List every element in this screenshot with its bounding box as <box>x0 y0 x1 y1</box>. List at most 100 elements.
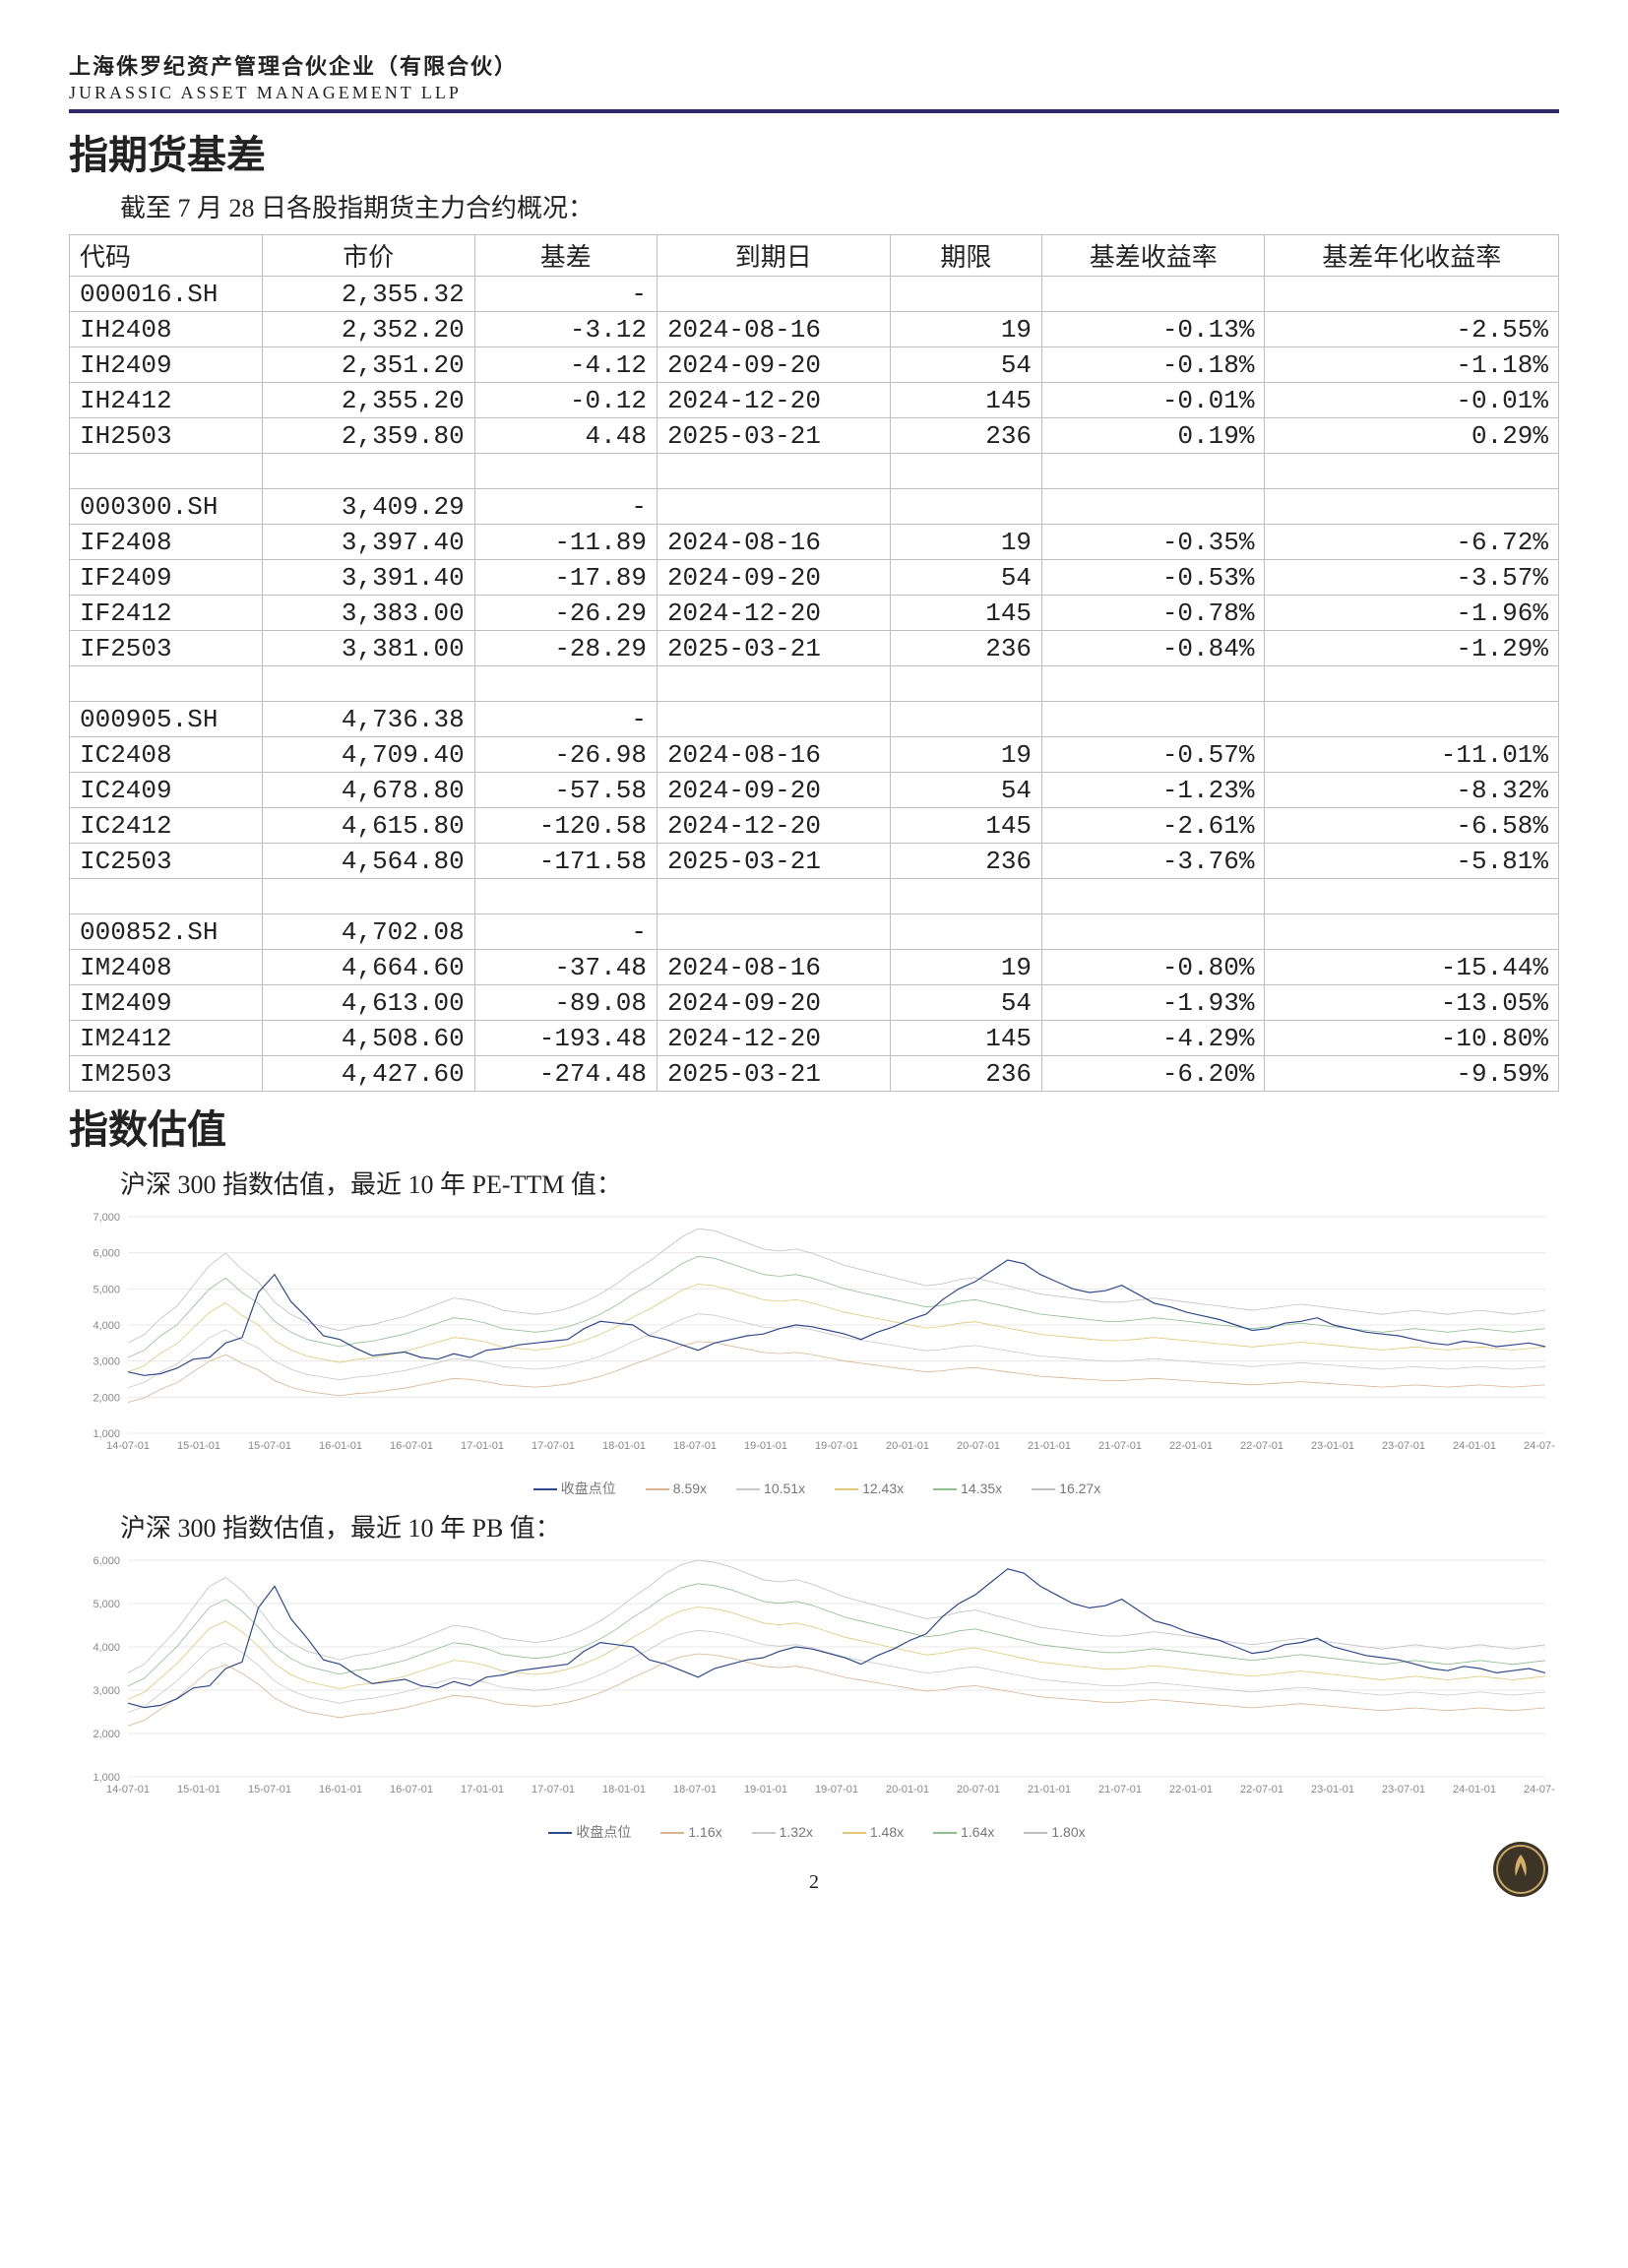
table-cell: 2024-08-16 <box>657 950 890 985</box>
chart1-svg: 1,0002,0003,0004,0005,0006,0007,00014-07… <box>69 1207 1555 1473</box>
svg-text:21-07-01: 21-07-01 <box>1098 1784 1142 1796</box>
table-cell: 2024-09-20 <box>657 347 890 383</box>
chart1-container: 1,0002,0003,0004,0005,0006,0007,00014-07… <box>69 1207 1555 1498</box>
page-footer: 2 <box>69 1871 1559 1894</box>
svg-text:15-01-01: 15-01-01 <box>177 1440 220 1452</box>
table-cell: IF2408 <box>70 525 263 560</box>
table-cell: -17.89 <box>474 560 657 596</box>
table-cell: -0.12 <box>474 383 657 418</box>
svg-text:20-01-01: 20-01-01 <box>886 1440 929 1452</box>
table-header-cell: 期限 <box>890 235 1041 277</box>
table-cell: 4,736.38 <box>262 702 474 737</box>
table-cell: 4,427.60 <box>262 1056 474 1092</box>
table-cell: -171.58 <box>474 844 657 879</box>
svg-text:20-07-01: 20-07-01 <box>957 1784 1000 1796</box>
chart2-intro: 沪深 300 指数估值，最近 10 年 PB 值： <box>120 1508 1559 1544</box>
table-header-cell: 基差年化收益率 <box>1265 235 1559 277</box>
svg-text:22-07-01: 22-07-01 <box>1240 1440 1284 1452</box>
table-cell <box>1265 914 1559 950</box>
footer-logo-icon <box>1492 1841 1549 1904</box>
table-cell: 54 <box>890 347 1041 383</box>
table-cell: 4,709.40 <box>262 737 474 773</box>
svg-text:20-07-01: 20-07-01 <box>957 1440 1000 1452</box>
table-cell: 4,664.60 <box>262 950 474 985</box>
table-row: IC24124,615.80-120.582024-12-20145-2.61%… <box>70 808 1559 844</box>
table-cell: 2,351.20 <box>262 347 474 383</box>
table-cell: 000300.SH <box>70 489 263 525</box>
table-cell <box>890 702 1041 737</box>
table-cell: 2024-08-16 <box>657 525 890 560</box>
table-cell <box>1042 489 1265 525</box>
svg-text:23-01-01: 23-01-01 <box>1311 1784 1354 1796</box>
table-cell: 2,355.20 <box>262 383 474 418</box>
table-cell: -2.55% <box>1265 312 1559 347</box>
svg-text:18-01-01: 18-01-01 <box>602 1784 646 1796</box>
table-cell <box>890 914 1041 950</box>
svg-text:6,000: 6,000 <box>93 1555 120 1567</box>
svg-text:24-07-01: 24-07-01 <box>1524 1440 1555 1452</box>
table-cell: 0.29% <box>1265 418 1559 454</box>
table-cell: -3.12 <box>474 312 657 347</box>
table-cell: -89.08 <box>474 985 657 1021</box>
table-cell: -28.29 <box>474 631 657 666</box>
table-row: IH24122,355.20-0.122024-12-20145-0.01%-0… <box>70 383 1559 418</box>
svg-text:17-07-01: 17-07-01 <box>532 1784 575 1796</box>
table-row: IC24084,709.40-26.982024-08-1619-0.57%-1… <box>70 737 1559 773</box>
svg-text:6,000: 6,000 <box>93 1248 120 1260</box>
table-cell <box>657 489 890 525</box>
table-cell: -13.05% <box>1265 985 1559 1021</box>
table-row: 000905.SH4,736.38- <box>70 702 1559 737</box>
table-row: IC24094,678.80-57.582024-09-2054-1.23%-8… <box>70 773 1559 808</box>
table-cell: -9.59% <box>1265 1056 1559 1092</box>
table-cell: -274.48 <box>474 1056 657 1092</box>
svg-text:18-07-01: 18-07-01 <box>673 1784 717 1796</box>
table-cell: IM2409 <box>70 985 263 1021</box>
table-cell: -8.32% <box>1265 773 1559 808</box>
table-cell: IC2408 <box>70 737 263 773</box>
svg-text:23-07-01: 23-07-01 <box>1382 1440 1425 1452</box>
svg-text:3,000: 3,000 <box>93 1356 120 1368</box>
table-row <box>70 879 1559 914</box>
table-row: IF24093,391.40-17.892024-09-2054-0.53%-3… <box>70 560 1559 596</box>
table-row: IF24123,383.00-26.292024-12-20145-0.78%-… <box>70 596 1559 631</box>
table-cell: 4,678.80 <box>262 773 474 808</box>
table-cell: 000852.SH <box>70 914 263 950</box>
table-row: IM24094,613.00-89.082024-09-2054-1.93%-1… <box>70 985 1559 1021</box>
svg-text:18-01-01: 18-01-01 <box>602 1440 646 1452</box>
table-cell: 19 <box>890 525 1041 560</box>
section2-title: 指数估值 <box>69 1098 1559 1155</box>
svg-text:1,000: 1,000 <box>93 1772 120 1784</box>
table-row: IH24082,352.20-3.122024-08-1619-0.13%-2.… <box>70 312 1559 347</box>
table-cell: -11.01% <box>1265 737 1559 773</box>
svg-text:15-01-01: 15-01-01 <box>177 1784 220 1796</box>
table-header-cell: 基差 <box>474 235 657 277</box>
table-cell <box>1042 914 1265 950</box>
company-name-cn: 上海侏罗纪资产管理合伙企业（有限合伙） <box>69 49 1559 81</box>
table-cell: 2025-03-21 <box>657 418 890 454</box>
table-cell: -2.61% <box>1042 808 1265 844</box>
legend-item: 16.27x <box>1022 1480 1100 1496</box>
table-cell: 2025-03-21 <box>657 631 890 666</box>
table-cell: -1.18% <box>1265 347 1559 383</box>
svg-text:19-01-01: 19-01-01 <box>744 1440 787 1452</box>
legend-item: 收盘点位 <box>524 1480 616 1496</box>
table-cell: 4,564.80 <box>262 844 474 879</box>
table-cell <box>890 489 1041 525</box>
svg-text:2,000: 2,000 <box>93 1729 120 1740</box>
table-cell: -37.48 <box>474 950 657 985</box>
table-cell: IM2408 <box>70 950 263 985</box>
table-cell: 236 <box>890 418 1041 454</box>
table-cell: -0.80% <box>1042 950 1265 985</box>
table-cell: -1.96% <box>1265 596 1559 631</box>
header-divider <box>69 109 1559 113</box>
table-cell: 2025-03-21 <box>657 1056 890 1092</box>
table-cell: IF2412 <box>70 596 263 631</box>
svg-text:5,000: 5,000 <box>93 1599 120 1610</box>
table-cell: 2024-09-20 <box>657 773 890 808</box>
table-cell <box>1265 702 1559 737</box>
svg-text:3,000: 3,000 <box>93 1685 120 1697</box>
table-cell <box>1265 489 1559 525</box>
table-cell: -193.48 <box>474 1021 657 1056</box>
table-cell: -0.84% <box>1042 631 1265 666</box>
table-cell: -120.58 <box>474 808 657 844</box>
